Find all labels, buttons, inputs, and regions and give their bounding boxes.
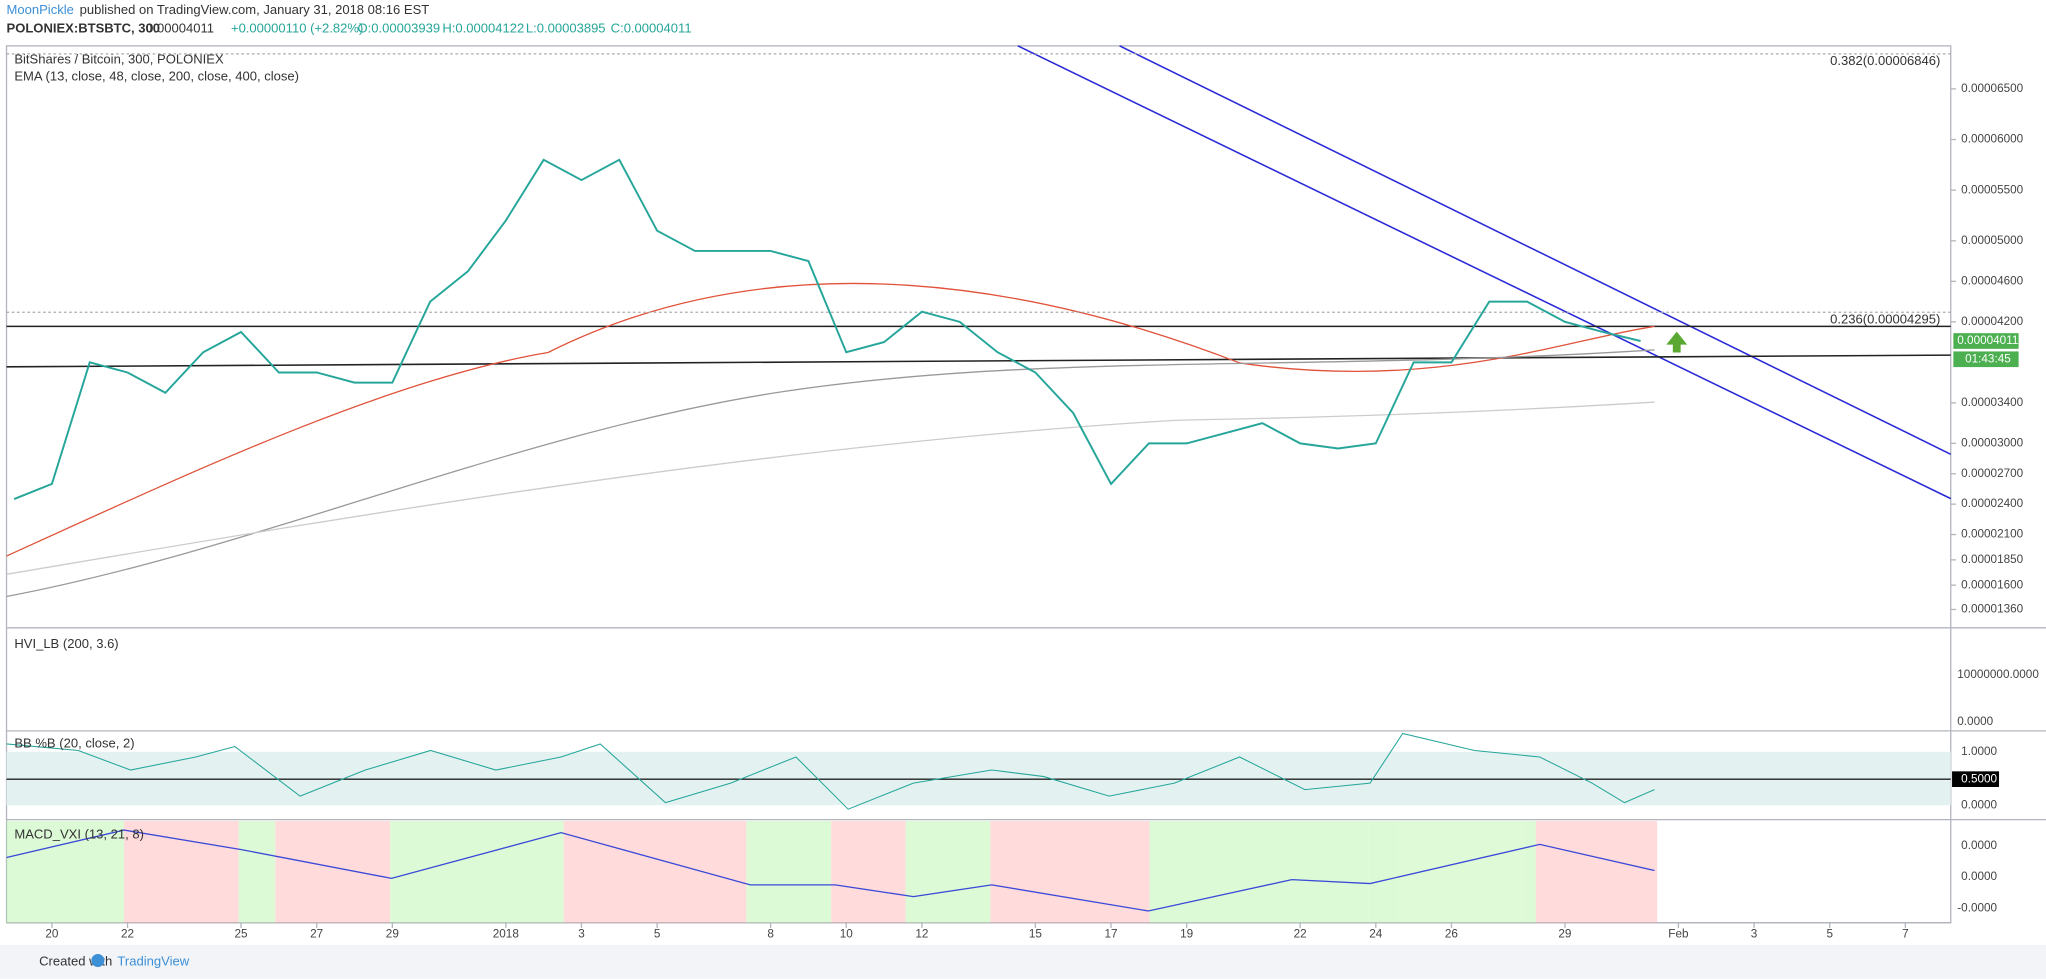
x-tick-label: 22	[121, 928, 134, 941]
y-tick-label: 0.00002100	[1961, 528, 2023, 541]
x-tick-label: 19	[1180, 928, 1193, 941]
x-tick-label: 7	[1902, 928, 1909, 941]
countdown-bg	[1953, 351, 2019, 368]
price-label: 0.00004011	[1957, 334, 2018, 347]
volume-title: HVI_LB (200, 3.6)	[14, 636, 118, 651]
x-tick-label: 17	[1104, 928, 1117, 941]
panel-borders	[5, 45, 2046, 924]
y-tick-label: 0.00004200	[1961, 315, 2023, 328]
macd-tick: 0.0000	[1961, 870, 1997, 883]
bb-tick: 0.0000	[1961, 798, 1997, 811]
bb-tick: 0.5000	[1961, 772, 1997, 785]
y-tick-label: 0.00006500	[1961, 82, 2023, 95]
price-label-bg	[1953, 333, 2019, 349]
last: 0.00004011	[146, 20, 214, 35]
bb-line	[6, 732, 1655, 810]
bb-tick: 1.0000	[1961, 745, 1997, 758]
y-tick-label: 0.00001850	[1961, 553, 2023, 566]
y-tick-label: 0.00006000	[1961, 133, 2023, 146]
x-tick-label: 27	[310, 928, 323, 941]
close: C:0.00004011	[611, 20, 692, 35]
y-tick-label: 0.00001360	[1961, 603, 2023, 616]
footer-bg	[0, 944, 2046, 979]
bb-mid-bg	[1952, 771, 2000, 788]
change: +0.00000110 (+2.82%)	[231, 20, 363, 35]
x-tick-label: 25	[235, 928, 249, 941]
y-tick-label: 0.00005000	[1961, 234, 2023, 247]
x-tick-label: 29	[386, 928, 399, 941]
fib-label: 0.236(0.00004295)	[1830, 311, 1940, 326]
bb-title: BB %B (20, close, 2)	[14, 735, 134, 750]
symbol: POLONIEX:BTSBTC, 300	[7, 20, 161, 35]
macd-shading	[6, 820, 1658, 923]
y-tick-label: 0.00002400	[1961, 497, 2023, 510]
drawings	[6, 45, 1952, 598]
macd-line	[6, 829, 1655, 912]
macd-tick: 0.0000	[1961, 839, 1997, 852]
chart-subtitle: EMA (13, close, 48, close, 200, close, 4…	[14, 69, 299, 84]
x-tick-label: 15	[1029, 928, 1043, 941]
x-tick-label: 10	[840, 928, 854, 941]
footer-brand[interactable]: TradingView	[117, 953, 189, 968]
x-tick-label: 5	[654, 928, 661, 941]
x-tick-label: 22	[1294, 928, 1307, 941]
y-tick-label: 0.00004600	[1961, 274, 2023, 287]
x-tick-label: 12	[915, 928, 928, 941]
high: H:0.00004122	[442, 20, 524, 35]
x-tick-label: 20	[45, 928, 59, 941]
x-tick-label: 8	[767, 928, 774, 941]
y-tick-label: 0.00003400	[1961, 396, 2023, 409]
macd-title: MACD_VXI (13, 21, 8)	[14, 827, 144, 842]
open: O:0.00003939	[358, 20, 441, 35]
x-tick-label: 3	[1751, 928, 1758, 941]
x-tick-label: Feb	[1668, 928, 1689, 941]
x-tick-label: 29	[1558, 928, 1571, 941]
macd-tick: -0.0000	[1957, 901, 1997, 914]
published: published on TradingView.com, January 31…	[80, 2, 430, 17]
x-tick-label: 3	[578, 928, 585, 941]
chart-title: BitShares / Bitcoin, 300, POLONIEX	[14, 52, 224, 67]
x-tick-label: 26	[1445, 928, 1459, 941]
x-tick-label: 2018	[493, 928, 520, 941]
y-tick-label: 0.00001600	[1961, 578, 2023, 591]
x-tick-label: 5	[1826, 928, 1833, 941]
price-line	[13, 158, 1641, 501]
volume-tick: 0.0000	[1957, 715, 1993, 728]
y-tick-label: 0.00005500	[1961, 183, 2023, 196]
brand-logo	[91, 954, 105, 968]
y-tick-label: 0.00003000	[1961, 436, 2023, 449]
low: L:0.00003895	[526, 20, 606, 35]
volume-tick: 10000000.0000	[1957, 668, 2039, 681]
x-tick-label: 24	[1369, 928, 1383, 941]
y-tick-label: 0.00002700	[1961, 467, 2023, 480]
countdown: 01:43:45	[1965, 352, 2011, 365]
fib-label: 0.382(0.00006846)	[1830, 53, 1940, 68]
author[interactable]: MoonPickle	[7, 2, 74, 17]
